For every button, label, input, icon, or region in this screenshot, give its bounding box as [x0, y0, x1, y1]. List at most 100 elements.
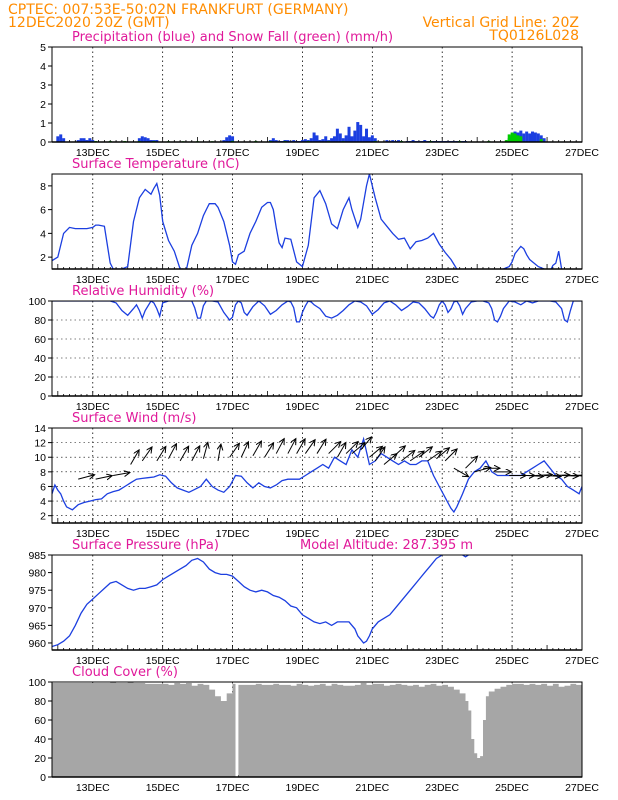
panel-humidity: 0 20 40 60 80 100 13DEC 15DEC 17DEC 19DEC 21DEC 23D… — [28, 296, 599, 413]
y-tick-label: 14 — [34, 423, 46, 435]
precip-bar — [338, 133, 342, 142]
x-tick-label: 21DEC — [355, 274, 389, 286]
precip-bar — [85, 140, 89, 142]
panel-title-humidity: Relative Humidity (%) — [72, 284, 214, 299]
panel-frame — [51, 173, 583, 270]
y-tick-label: 5 — [40, 42, 46, 54]
precip-bar — [539, 139, 543, 142]
wind-arrow — [218, 444, 221, 461]
precip-bar — [539, 135, 543, 142]
y-tick-label: 100 — [28, 296, 46, 308]
x-tick-label: 15DEC — [146, 528, 180, 540]
wind-arrow — [156, 446, 166, 462]
y-tick-label: 1 — [40, 118, 46, 130]
wind-arrow — [229, 443, 240, 458]
wind-arrow — [401, 450, 414, 462]
x-tick-label: 17DEC — [216, 528, 250, 540]
wind-arrow — [95, 476, 113, 480]
x-tick-label: 19DEC — [286, 655, 320, 667]
wind-arrow — [570, 475, 582, 476]
x-tick-label: 27DEC — [565, 401, 599, 413]
precip-bar — [385, 140, 389, 142]
x-tick-label: 25DEC — [495, 147, 529, 159]
precip-bar — [59, 134, 63, 142]
precip-bar — [140, 136, 144, 142]
precip-bar — [321, 139, 325, 142]
x-tick-label: 27DEC — [565, 528, 599, 540]
plot-area-cloud — [52, 682, 582, 777]
x-tick-label: 17DEC — [216, 274, 250, 286]
precip-bar — [350, 136, 354, 142]
x-tick-label: 25DEC — [495, 274, 529, 286]
wind-arrow — [264, 443, 274, 458]
precip-bar — [324, 136, 328, 142]
wind-arrow — [418, 447, 432, 458]
wind-arrow — [141, 447, 152, 462]
x-tick-label: 27DEC — [565, 274, 599, 286]
plot-area-wind — [52, 436, 582, 514]
x-tick-label: 21DEC — [355, 782, 389, 794]
x-tick-label: 17DEC — [216, 147, 250, 159]
wind-arrow — [275, 439, 284, 454]
precip-bar — [362, 136, 366, 142]
wind-arrow — [130, 450, 140, 465]
y-tick-label: 4 — [40, 228, 46, 240]
wind-arrow — [436, 448, 449, 460]
precip-bar — [271, 138, 275, 142]
wind-arrow — [392, 446, 406, 458]
series-wind — [52, 436, 582, 514]
wind-arrow — [336, 443, 346, 458]
x-tick-label: 19DEC — [286, 401, 320, 413]
y-tick-label: 60 — [34, 715, 46, 727]
wind-arrow — [316, 439, 326, 454]
precip-bar — [327, 140, 331, 142]
y-tick-label: 12 — [34, 438, 46, 450]
wind-arrow — [304, 440, 315, 454]
plot-area-humidity — [52, 301, 582, 323]
wind-arrow — [369, 446, 382, 458]
wind-arrow — [360, 437, 372, 451]
wind-arrow — [168, 444, 176, 459]
x-tick-label: 17DEC — [216, 401, 250, 413]
precip-bar — [56, 136, 60, 142]
precip-bar — [332, 136, 336, 142]
y-tick-label: 80 — [34, 315, 46, 327]
precip-bar — [335, 128, 339, 142]
x-tick-label: 21DEC — [355, 528, 389, 540]
precip-bar — [330, 138, 334, 142]
y-tick-label: 970 — [28, 603, 46, 615]
wind-arrow — [287, 439, 296, 454]
y-tick-label: 100 — [28, 677, 46, 689]
precip-bar — [522, 133, 526, 142]
x-tick-label: 19DEC — [286, 782, 320, 794]
wind-arrow — [374, 447, 385, 462]
y-tick-label: 4 — [40, 61, 46, 73]
x-tick-label: 23DEC — [425, 655, 459, 667]
precip-bar — [146, 138, 150, 142]
y-tick-label: 2 — [40, 99, 46, 111]
precip-bar — [318, 140, 322, 142]
x-tick-label: 23DEC — [425, 528, 459, 540]
panel-precip: 0 1 2 3 4 5 13DEC 15DEC 17DEC 19DEC 21DEC 23DEC 25DE… — [40, 42, 599, 159]
wind-arrows — [78, 437, 582, 480]
panel-frame — [51, 300, 583, 397]
y-tick-label: 20 — [34, 372, 46, 384]
x-tick-label: 27DEC — [565, 782, 599, 794]
precip-bar — [88, 138, 92, 142]
y-tick-label: 40 — [34, 734, 46, 746]
precip-bar — [300, 140, 304, 142]
wind-arrow — [78, 475, 94, 480]
x-tick-label: 17DEC — [216, 782, 250, 794]
x-tick-label: 13DEC — [76, 401, 110, 413]
y-tick-label: 975 — [28, 585, 46, 597]
wind-arrow — [409, 451, 424, 462]
precip-bar — [373, 138, 377, 142]
panel-annotation-altitude: Model Altitude: 287.395 m — [300, 538, 473, 553]
panel-title-pressure: Surface Pressure (hPa) — [72, 538, 219, 553]
y-tick-label: 0 — [40, 391, 46, 403]
x-tick-label: 15DEC — [146, 655, 180, 667]
precip-bar — [530, 131, 534, 142]
precip-bar — [542, 138, 546, 142]
y-tick-label: 3 — [40, 80, 46, 92]
y-tick-label: 80 — [34, 696, 46, 708]
